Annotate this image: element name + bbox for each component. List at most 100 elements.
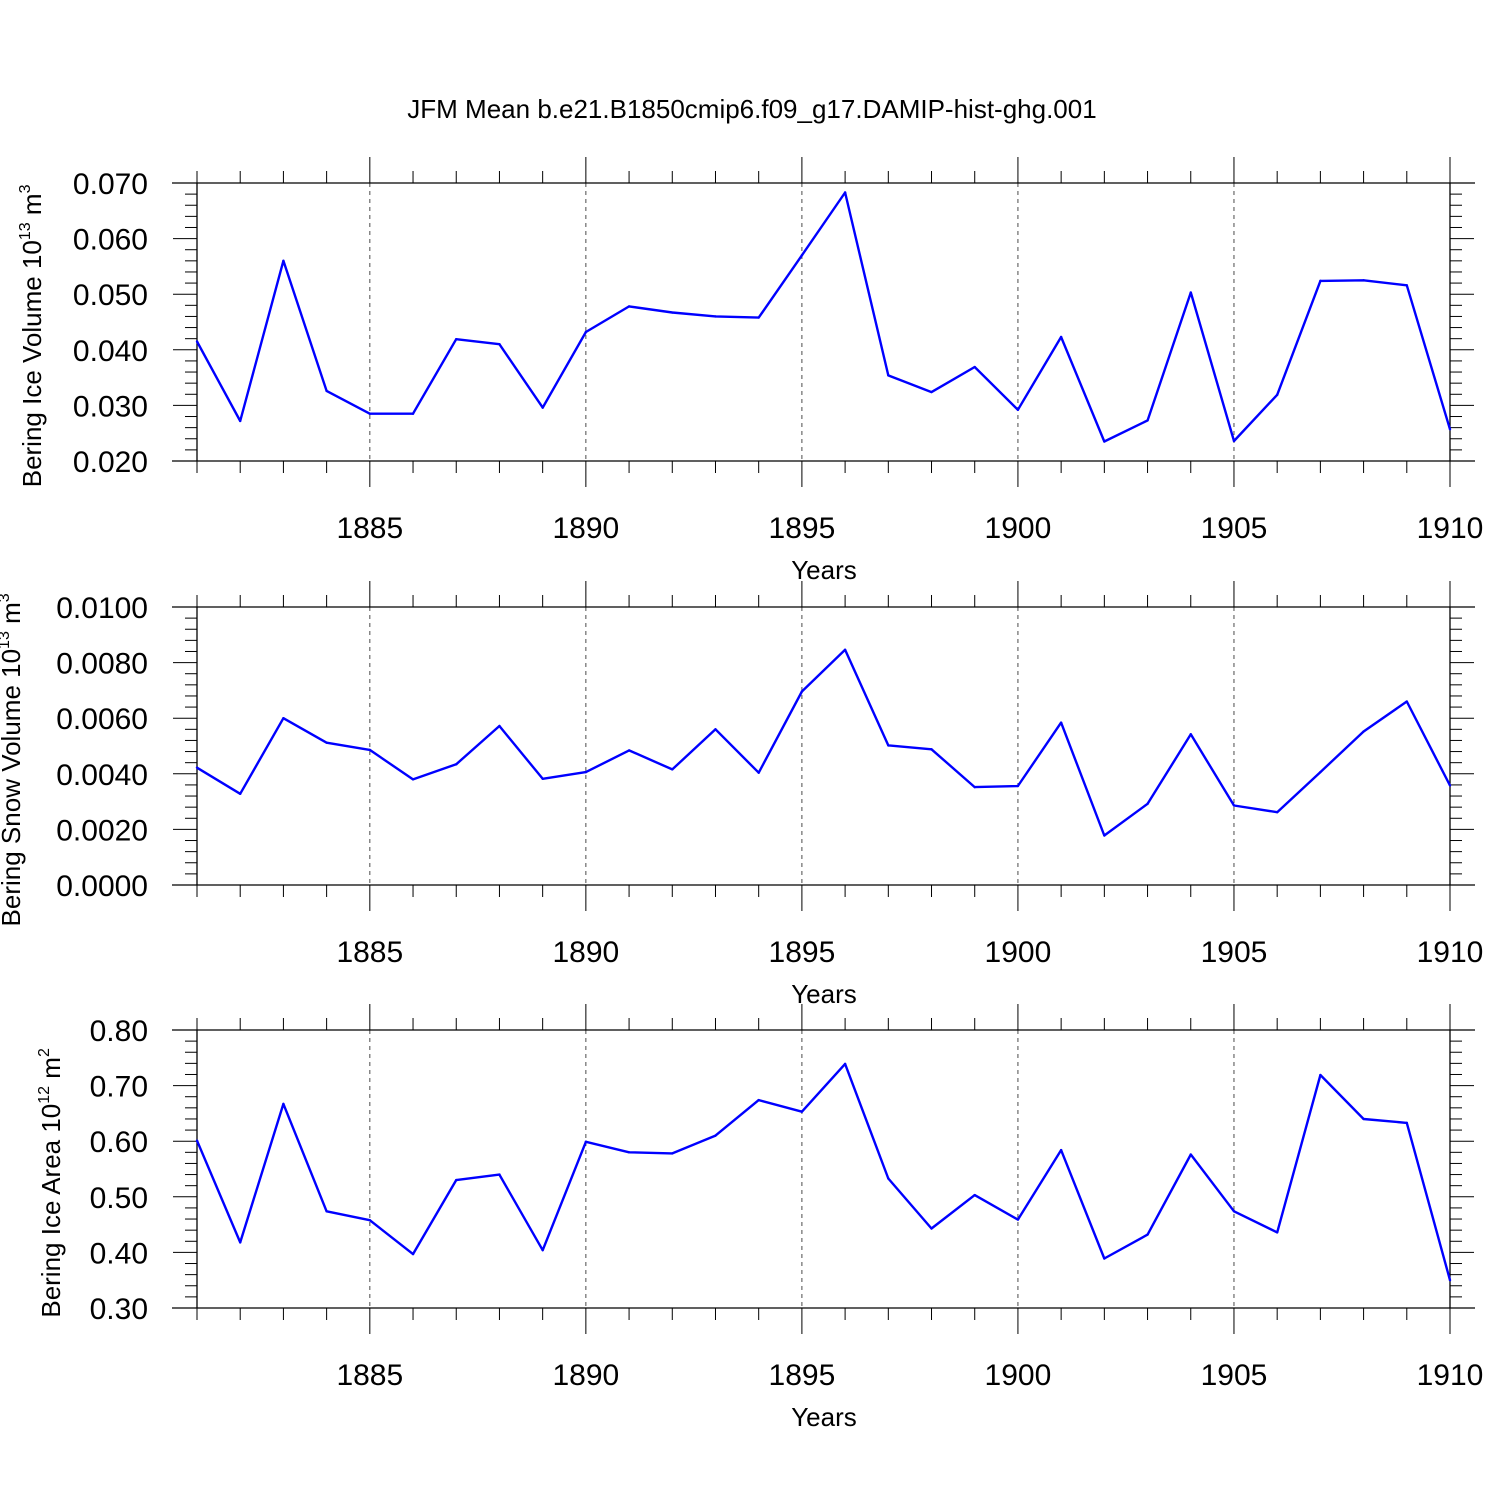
y-tick-label: 0.80	[90, 1015, 148, 1048]
x-tick-label: 1890	[552, 936, 619, 969]
y-tick-label: 0.020	[73, 446, 148, 479]
data-point	[541, 1248, 544, 1252]
y-tick-label: 0.40	[90, 1237, 148, 1270]
data-point	[1405, 284, 1408, 287]
data-point	[671, 311, 674, 314]
data-point	[1103, 834, 1106, 837]
data-point	[1146, 802, 1149, 806]
data-point	[1448, 784, 1452, 787]
data-point	[1405, 1121, 1408, 1125]
data-point	[1362, 730, 1365, 733]
y-tick-label: 0.060	[73, 224, 148, 257]
data-point	[1232, 439, 1236, 443]
data-point	[973, 785, 976, 789]
data-point	[1189, 291, 1192, 294]
data-point	[800, 254, 804, 257]
x-tick-label: 1905	[1201, 1359, 1268, 1392]
data-point	[887, 1177, 890, 1180]
data-point	[843, 191, 847, 194]
y-tick-label: 0.030	[73, 390, 148, 423]
data-point	[239, 419, 242, 423]
data-point	[498, 343, 501, 346]
data-point	[1189, 733, 1192, 736]
data-point	[584, 770, 588, 774]
data-point	[1319, 770, 1322, 774]
data-point	[282, 1102, 285, 1106]
data-point	[800, 690, 804, 693]
data-point	[1319, 279, 1322, 283]
data-point	[627, 749, 631, 752]
x-tick-label: 1910	[1417, 936, 1484, 969]
x-tick-label: 1895	[769, 512, 836, 545]
data-point	[1448, 1279, 1452, 1282]
data-point	[239, 792, 242, 796]
data-point	[584, 330, 588, 334]
data-point	[627, 1151, 631, 1154]
data-point	[1103, 440, 1106, 443]
data-point	[1275, 1231, 1279, 1234]
y-tick-label: 0.60	[90, 1126, 148, 1159]
data-point	[1059, 721, 1063, 724]
data-point	[1016, 408, 1020, 412]
data-point	[757, 316, 760, 319]
data-point	[325, 389, 328, 393]
data-point	[671, 1152, 674, 1155]
data-point	[455, 763, 458, 766]
panels: 0.020 0.030 0.040 0.050 0.060 0.070 1885 1890 18…	[0, 157, 1483, 1432]
y-tick-label: 0.050	[73, 279, 148, 312]
y-tick-label: 0.50	[90, 1182, 148, 1215]
data-point	[887, 744, 890, 747]
y-tick-label: 0.0040	[56, 759, 148, 792]
data-point	[1275, 810, 1279, 814]
data-point	[195, 766, 199, 769]
y-tick-label: 0.0080	[56, 648, 148, 681]
data-point	[195, 1139, 199, 1142]
data-point	[671, 768, 674, 771]
data-point	[1232, 804, 1236, 807]
panel-1: 0.020 0.030 0.040 0.050 0.060 0.070 1885 1890 18…	[17, 157, 1483, 585]
data-point	[1362, 1117, 1365, 1121]
y-tick-label: 0.30	[90, 1293, 148, 1326]
data-point	[1405, 700, 1408, 703]
data-point	[584, 1140, 588, 1143]
x-tick-label: 1900	[985, 512, 1052, 545]
data-point	[1146, 419, 1149, 422]
panel-2: 0.0000 0.0020 0.0040 0.0060 0.0080 0.0100 1885…	[0, 581, 1483, 1009]
figure-title: JFM Mean b.e21.B1850cmip6.f09_g17.DAMIP-…	[407, 94, 1096, 124]
data-point	[714, 1134, 717, 1137]
y-tick-label: 0.040	[73, 335, 148, 368]
data-point	[800, 1110, 804, 1113]
series-line	[195, 191, 1452, 443]
x-tick-label: 1905	[1201, 512, 1268, 545]
data-point	[368, 412, 372, 415]
data-point	[498, 1173, 501, 1176]
data-point	[1103, 1257, 1106, 1260]
data-point	[282, 717, 285, 720]
y-tick-label: 0.0100	[56, 592, 148, 625]
data-point	[368, 1218, 372, 1222]
data-point	[1146, 1233, 1149, 1236]
data-point	[1059, 1148, 1063, 1152]
y-tick-label: 0.070	[73, 168, 148, 201]
data-point	[930, 748, 933, 751]
data-point	[239, 1241, 242, 1244]
data-point	[757, 771, 760, 774]
x-tick-label: 1910	[1417, 1359, 1484, 1392]
data-point	[325, 1210, 328, 1213]
y-tick-label: 0.0000	[56, 870, 148, 903]
x-tick-label: 1885	[336, 1359, 403, 1392]
x-tick-label: 1905	[1201, 936, 1268, 969]
x-tick-label: 1910	[1417, 512, 1484, 545]
data-point	[325, 741, 328, 744]
y-tick-label: 0.0060	[56, 703, 148, 736]
y-tick-label: 0.70	[90, 1071, 148, 1104]
y-axis-label: Bering Snow Volume 1013 m3	[0, 593, 26, 926]
y-axis-label: Bering Ice Volume 1013 m3	[17, 184, 47, 487]
data-point	[843, 1062, 847, 1066]
data-point	[714, 315, 717, 318]
data-point	[411, 778, 415, 781]
data-point	[1016, 784, 1020, 788]
x-tick-label: 1900	[985, 936, 1052, 969]
data-point	[455, 1178, 458, 1182]
data-point	[930, 390, 933, 394]
